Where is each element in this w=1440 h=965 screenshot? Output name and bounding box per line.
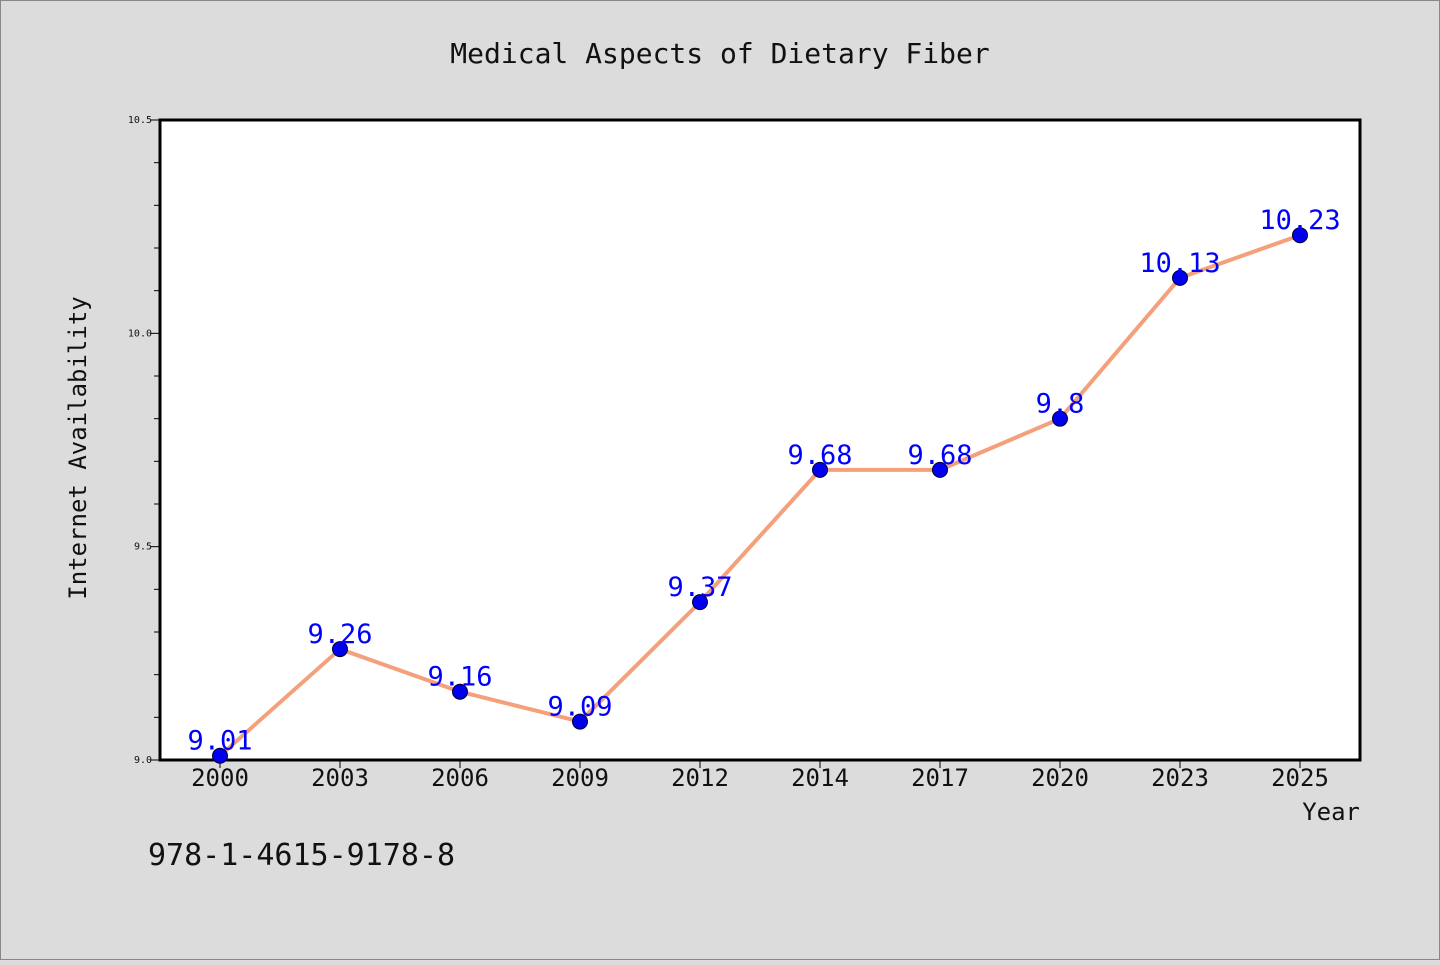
isbn-annotation: 978-1-4615-9178-8 <box>148 838 455 873</box>
x-tick-label: 2017 <box>911 764 969 792</box>
chart-title: Medical Aspects of Dietary Fiber <box>450 37 989 70</box>
x-axis-label: Year <box>1302 798 1360 826</box>
data-point <box>932 461 948 478</box>
data-point <box>1172 269 1188 286</box>
y-tick-label: 10.0 <box>128 328 152 339</box>
data-point <box>1292 227 1308 244</box>
x-tick-label: 2023 <box>1151 764 1209 792</box>
y-tick-label: 9.0 <box>134 755 152 766</box>
data-point <box>1052 410 1068 427</box>
data-point <box>452 683 468 700</box>
data-label: 10.13 <box>1139 248 1220 279</box>
y-tick-label: 10.5 <box>128 115 152 126</box>
y-tick-label: 9.5 <box>134 542 152 553</box>
x-tick-label: 2006 <box>431 764 489 792</box>
y-axis-ticks: 9.0 9.5 10.0 10.5 <box>128 115 160 766</box>
x-tick-label: 2009 <box>551 764 609 792</box>
x-tick-label: 2000 <box>191 764 249 792</box>
data-point <box>212 747 228 764</box>
plot-area <box>158 118 1362 762</box>
data-label: 9.16 <box>427 662 492 693</box>
x-tick-label: 2003 <box>311 764 369 792</box>
data-label: 10.23 <box>1259 205 1340 236</box>
series-line <box>218 233 1302 758</box>
x-tick-label: 2012 <box>671 764 729 792</box>
x-tick-label: 2014 <box>791 764 849 792</box>
data-label: 9.68 <box>907 440 972 471</box>
y-axis-label: Internet Availability <box>64 296 92 599</box>
data-label: 9.8 <box>1036 389 1085 420</box>
data-label: 9.37 <box>667 572 732 603</box>
data-point <box>692 594 708 611</box>
x-tick-label: 2020 <box>1031 764 1089 792</box>
data-label: 9.09 <box>547 692 612 723</box>
data-label: 9.68 <box>787 440 852 471</box>
data-point <box>572 713 588 730</box>
data-point <box>812 461 828 478</box>
data-point <box>332 641 348 658</box>
x-tick-label: 2025 <box>1271 764 1329 792</box>
data-label: 9.01 <box>187 726 252 757</box>
data-label: 9.26 <box>307 619 372 650</box>
x-axis-ticks: 2000 2003 2006 2009 2012 2014 2017 2020 2023 2025 <box>191 760 1329 792</box>
series-layer: 9.01 9.26 9.16 9.09 9.37 9.68 9.68 9.8 10.13 10.2… <box>187 205 1341 764</box>
